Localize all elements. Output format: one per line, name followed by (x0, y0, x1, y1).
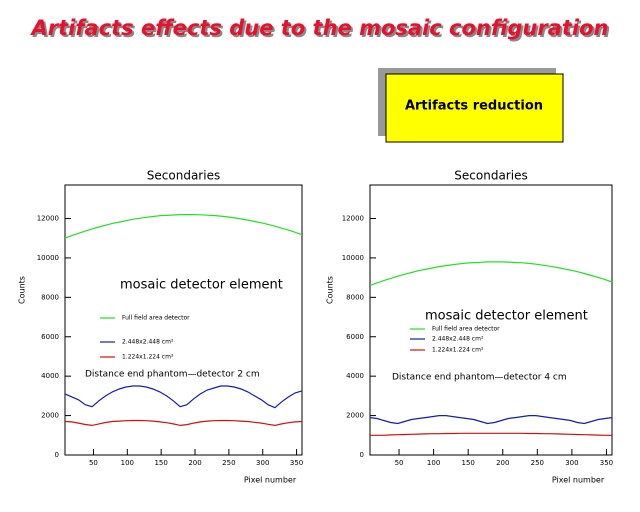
x-tick-label: 250 (531, 459, 544, 467)
annotation: Distance end phantom—detector 4 cm (392, 373, 567, 383)
y-tick-label: 12000 (37, 215, 59, 223)
legend-label: Full field area detector (122, 315, 190, 322)
y-tick-label: 0 (360, 451, 364, 459)
legend-label: 2.448x2.448 cm² (432, 336, 484, 343)
x-tick-label: 300 (256, 459, 269, 467)
y-tick-label: 4000 (346, 372, 364, 380)
series-line (64, 385, 303, 409)
annotation: mosaic detector element (425, 309, 588, 324)
y-tick-label: 12000 (342, 215, 364, 223)
series-line (64, 214, 303, 239)
y-tick-label: 4000 (41, 372, 59, 380)
callout-box (385, 73, 564, 143)
y-tick-label: 8000 (41, 293, 59, 301)
y-tick-label: 2000 (41, 412, 59, 420)
x-tick-label: 200 (496, 459, 509, 467)
x-tick-label: 300 (565, 459, 578, 467)
y-tick-label: 0 (55, 451, 59, 459)
y-tick-label: 6000 (41, 333, 59, 341)
x-tick-label: 250 (222, 459, 235, 467)
chart-title: Secondaries (147, 169, 220, 183)
x-tick-label: 100 (427, 459, 440, 467)
annotation: mosaic detector element (120, 278, 283, 293)
legend-label: Full field area detector (432, 326, 500, 333)
legend-label: 1.224x1.224 cm² (432, 347, 484, 354)
x-axis-label: Pixel number (552, 476, 605, 485)
series-line (64, 419, 303, 427)
x-tick-label: 50 (395, 459, 404, 467)
series-line (369, 415, 613, 425)
legend-label: 1.224x1.224 cm² (122, 354, 174, 361)
y-tick-label: 10000 (342, 254, 364, 262)
plot-frame (64, 184, 303, 456)
x-tick-label: 50 (89, 459, 98, 467)
y-axis-label: Counts (18, 276, 27, 304)
series-line (369, 261, 613, 287)
y-tick-label: 10000 (37, 254, 59, 262)
x-tick-label: 350 (600, 459, 613, 467)
chart-title: Secondaries (454, 169, 527, 183)
x-tick-label: 150 (461, 459, 474, 467)
series-line (370, 432, 612, 436)
legend-label: 2.448x2.448 cm² (122, 339, 174, 346)
y-tick-label: 2000 (346, 412, 364, 420)
x-tick-label: 350 (290, 459, 303, 467)
x-tick-label: 100 (121, 459, 134, 467)
slide-title: Artifacts effects due to the mosaic conf… (30, 16, 609, 40)
y-axis-label: Counts (326, 276, 335, 304)
y-tick-label: 6000 (346, 333, 364, 341)
x-tick-label: 200 (188, 459, 201, 467)
annotation: Distance end phantom—detector 2 cm (85, 370, 260, 380)
plot-frame (369, 184, 613, 456)
y-tick-label: 8000 (346, 293, 364, 301)
x-tick-label: 150 (154, 459, 167, 467)
title-shadow: Artifacts effects due to the mosaic conf… (32, 18, 611, 42)
callout-text: Artifacts reduction (405, 99, 543, 114)
x-axis-label: Pixel number (244, 476, 297, 485)
